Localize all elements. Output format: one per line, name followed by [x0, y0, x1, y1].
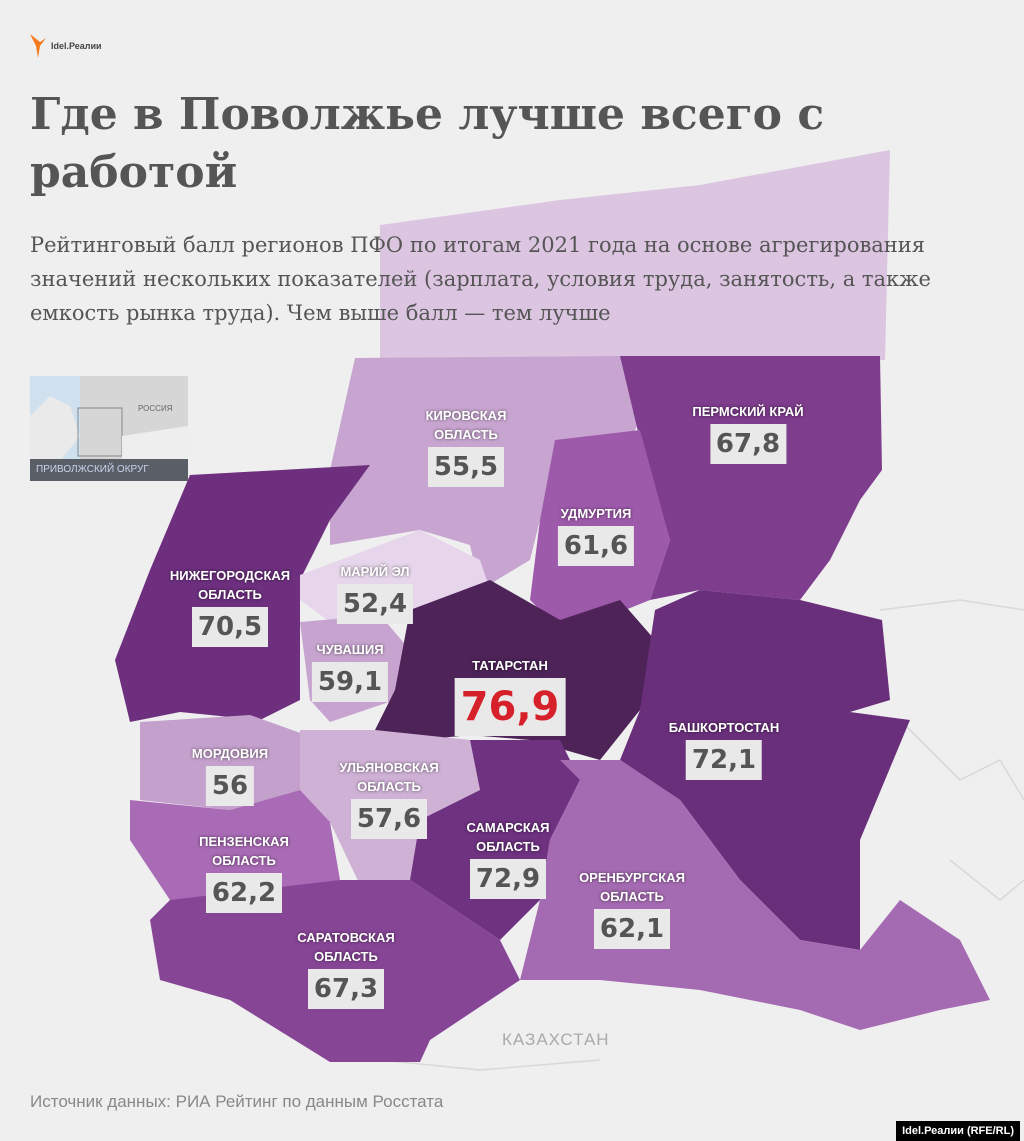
value-tatarstan: 76,9 — [454, 678, 566, 736]
value-saratov: 67,3 — [307, 969, 385, 1009]
region-north-area — [380, 150, 890, 360]
value-chuvashia: 59,1 — [311, 662, 389, 702]
locator-country-label: РОССИЯ — [138, 404, 173, 413]
value-perm: 67,8 — [709, 424, 787, 464]
brand-logo: Idel.Реалии — [28, 32, 102, 60]
value-penza: 62,2 — [205, 873, 283, 913]
label-penza: ПЕНЗЕНСКАЯ ОБЛАСТЬ 62,2 — [189, 832, 299, 913]
page-title: Где в Поволжье лучше всего с работой — [30, 89, 825, 198]
label-nizhny: НИЖЕГОРОДСКАЯ ОБЛАСТЬ 70,5 — [155, 566, 305, 647]
region-nizhny — [115, 465, 370, 722]
value-nizhny: 70,5 — [191, 607, 269, 647]
label-samara: САМАРСКАЯ ОБЛАСТЬ 72,9 — [458, 818, 558, 899]
locator-map: РОССИЯ ПРИВОЛЖСКИЙ ОКРУГ — [30, 376, 188, 481]
value-orenburg: 62,1 — [593, 909, 671, 949]
region-perm — [620, 356, 882, 600]
logo-bird-icon — [30, 34, 46, 58]
region-mordovia — [140, 715, 320, 810]
label-perm: ПЕРМСКИЙ КРАЙ 67,8 — [692, 402, 804, 464]
value-ulyanovsk: 57,6 — [350, 799, 428, 839]
region-tatarstan — [375, 580, 655, 760]
locator-district-label: ПРИВОЛЖСКИЙ ОКРУГ — [30, 459, 188, 481]
region-orenburg — [520, 760, 990, 1030]
label-udmurtia: УДМУРТИЯ 61,6 — [557, 504, 635, 566]
label-mari-el: МАРИЙ ЭЛ 52,4 — [336, 562, 414, 624]
label-bashkortostan: БАШКОРТОСТАН 72,1 — [669, 718, 779, 780]
neighbor-borders — [379, 599, 1024, 1071]
logo-text: Idel.Реалии — [51, 41, 102, 51]
locator-map-graphic — [30, 376, 188, 461]
label-orenburg: ОРЕНБУРГСКАЯ ОБЛАСТЬ 62,1 — [567, 868, 697, 949]
value-mari-el: 52,4 — [336, 584, 414, 624]
label-mordovia: МОРДОВИЯ 56 — [192, 744, 268, 806]
credit-badge: Idel.Реалии (RFE/RL) — [896, 1121, 1020, 1141]
value-samara: 72,9 — [469, 859, 547, 899]
value-bashkortostan: 72,1 — [685, 740, 763, 780]
label-tatarstan: ТАТАРСТАН 76,9 — [454, 656, 566, 736]
label-kirov: КИРОВСКАЯ ОБЛАСТЬ 55,5 — [411, 406, 521, 487]
value-udmurtia: 61,6 — [557, 526, 635, 566]
region-penza — [130, 790, 340, 900]
subtitle: Рейтинговый балл регионов ПФО по итогам … — [30, 233, 931, 325]
source-note: Источник данных: РИА Рейтинг по данным Р… — [30, 1092, 444, 1111]
region-bashkortostan — [620, 590, 910, 950]
neighbor-label-kazakhstan: КАЗАХСТАН — [502, 1030, 610, 1049]
label-ulyanovsk: УЛЬЯНОВСКАЯ ОБЛАСТЬ 57,6 — [329, 758, 449, 839]
label-chuvashia: ЧУВАШИЯ 59,1 — [311, 640, 389, 702]
value-mordovia: 56 — [205, 766, 255, 806]
label-saratov: САРАТОВСКАЯ ОБЛАСТЬ 67,3 — [286, 928, 406, 1009]
value-kirov: 55,5 — [427, 447, 505, 487]
